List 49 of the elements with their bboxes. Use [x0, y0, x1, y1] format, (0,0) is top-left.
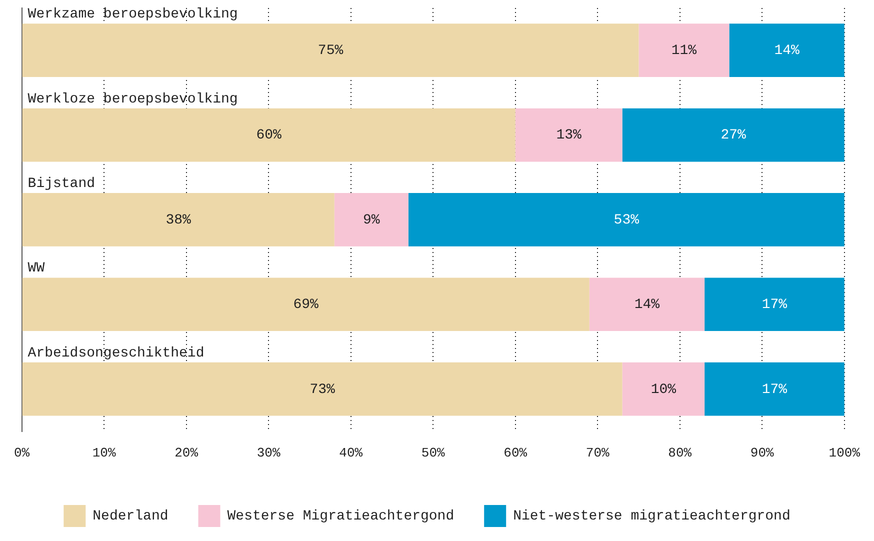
text: 9% [363, 212, 380, 228]
text: 17% [762, 297, 788, 314]
bar [704, 278, 844, 332]
bar [589, 278, 705, 332]
bar [622, 108, 844, 162]
bar [22, 362, 622, 416]
bar [408, 193, 844, 246]
text: 14% [774, 43, 800, 60]
x-tick-label: 20% [174, 446, 198, 461]
x-tick-label: 50% [421, 446, 445, 461]
text: 69% [293, 297, 318, 314]
y-tick-label: Werkzame beroepsbevolking [28, 6, 238, 23]
x-tick-label: 70% [586, 446, 610, 461]
bar [22, 24, 639, 78]
text: 75% [318, 43, 344, 60]
legend-label: Nederland [92, 508, 168, 525]
y-tick-label: WW [28, 260, 46, 277]
text: 14% [634, 297, 660, 314]
x-tick-label: 90% [750, 446, 774, 461]
text: 60% [256, 128, 282, 144]
bar [515, 108, 622, 162]
x-tick-label: 80% [668, 446, 692, 461]
bar [704, 362, 844, 416]
x-tick-label: 30% [256, 446, 280, 461]
text: 17% [762, 382, 788, 398]
text: 13% [556, 128, 582, 144]
bar [22, 278, 590, 332]
bar [22, 193, 334, 246]
x-tick-label: 60% [504, 446, 528, 461]
text: 38% [166, 212, 191, 228]
legend-label: Niet-westerse migratieachtergrond [513, 508, 790, 525]
text: 10% [650, 382, 676, 398]
y-tick-label: Arbeidsongeschiktheid [28, 345, 204, 362]
text: 27% [720, 128, 746, 144]
x-tick-label: 0% [14, 446, 30, 461]
x-tick-label: 100% [828, 446, 860, 461]
y-tick-label: Werkloze beroepsbevolking [28, 91, 238, 108]
x-tick-label: 10% [92, 446, 116, 461]
text: 11% [671, 43, 697, 60]
bar [729, 24, 844, 78]
text: 73% [310, 382, 335, 398]
bar [334, 193, 408, 246]
bar [622, 362, 705, 416]
bar [638, 24, 730, 78]
bar [22, 108, 516, 162]
text: 53% [614, 212, 640, 228]
y-tick-label: Bijstand [28, 176, 96, 192]
legend-label: Westerse Migratieachtergond [227, 508, 454, 525]
x-tick-label: 40% [339, 446, 363, 461]
